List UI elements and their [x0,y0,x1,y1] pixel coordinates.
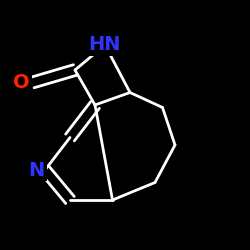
Text: N: N [29,160,45,180]
Text: O: O [14,73,30,92]
Text: HN: HN [89,36,121,54]
